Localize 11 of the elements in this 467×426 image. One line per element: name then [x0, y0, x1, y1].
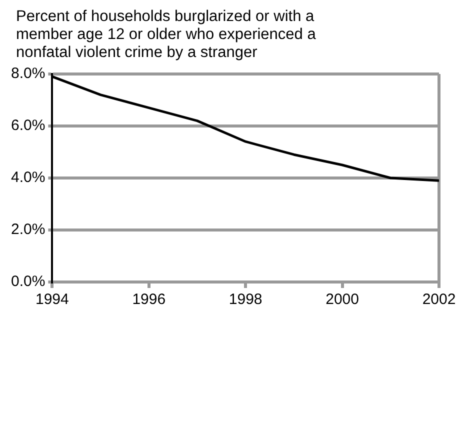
x-tick-label: 2002: [422, 291, 456, 308]
y-tick-label: 6.0%: [10, 117, 46, 134]
chart-title: Percent of households burglarized or with a member age 12 or older who experienced a nonfatal violent crime by a stranger: [16, 8, 317, 62]
y-tick-label: 2.0%: [10, 221, 46, 238]
x-tick-label: 1994: [36, 291, 69, 308]
x-tick-label: 1998: [228, 291, 262, 308]
y-tick-label: 0.0%: [10, 273, 46, 290]
y-tick-label: 8.0%: [10, 65, 46, 82]
x-tick-label: 1996: [132, 291, 166, 308]
y-tick-label: 4.0%: [10, 169, 46, 186]
x-tick-label: 2000: [326, 291, 359, 308]
